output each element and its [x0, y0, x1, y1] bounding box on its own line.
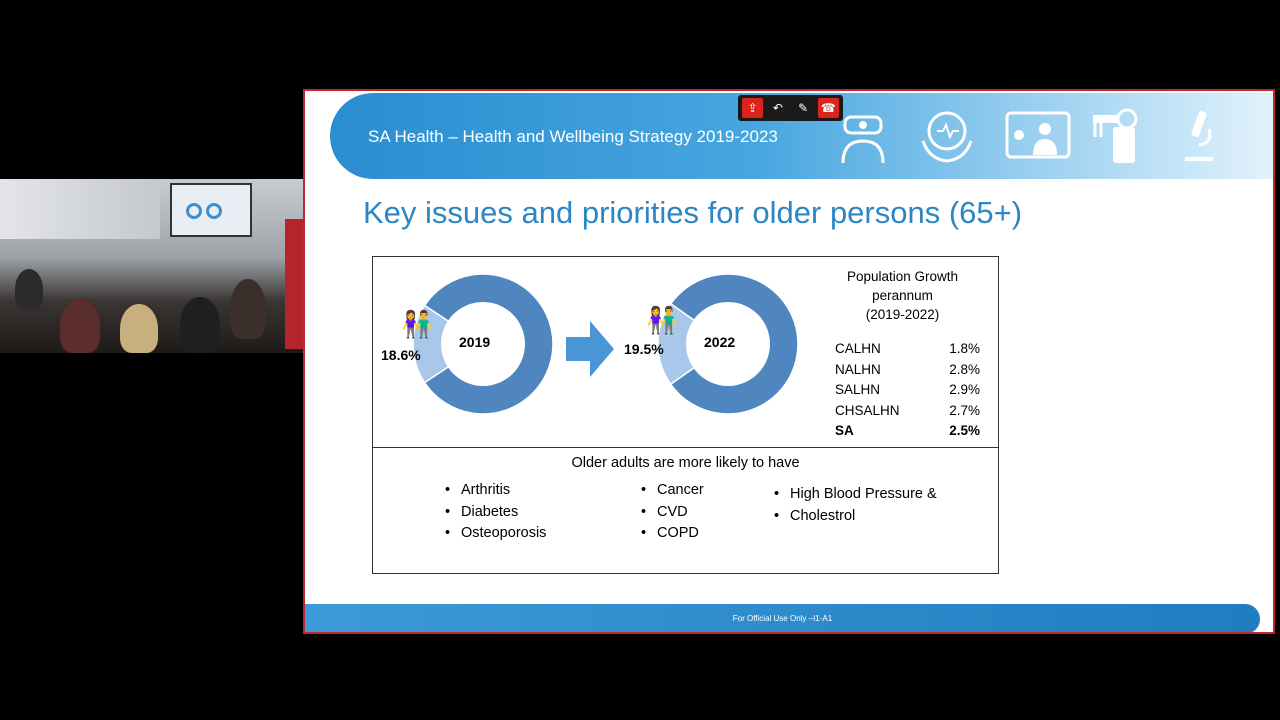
audience-member [15, 269, 43, 309]
meeting-toolbar: ⇪ ↶ ✎ ☎ [738, 95, 843, 121]
audience-member [230, 279, 266, 339]
growth-row: NALHN 2.8% [835, 362, 980, 383]
audience-member [180, 297, 220, 353]
heart-hands-icon [919, 107, 975, 165]
growth-title: Population Growth perannum (2019-2022) [835, 267, 970, 324]
conditions-panel: Older adults are more likely to have Art… [373, 448, 998, 573]
donut-chart-2019 [412, 273, 554, 415]
growth-title-line: perannum [872, 288, 933, 303]
audience-member [60, 299, 100, 353]
region-name: CALHN [835, 341, 881, 356]
elderly-couple-icon: 👫 [646, 305, 679, 335]
region-name: CHSALHN [835, 402, 900, 418]
red-wall-panel [285, 219, 303, 349]
growth-row: SALHN 2.9% [835, 382, 980, 403]
elderly-couple-icon: 👫 [401, 309, 434, 339]
growth-row: CALHN 1.8% [835, 341, 980, 362]
slide-footer: For Official Use Only –I1-A1 [305, 604, 1260, 632]
growth-value: 2.5% [949, 423, 980, 438]
growth-row: CHSALHN 2.7% [835, 403, 980, 424]
arrow-right-icon [566, 321, 614, 377]
screen-donut-icon [186, 203, 202, 219]
region-name: SALHN [835, 382, 881, 397]
audience-member [120, 304, 158, 353]
content-box: 2019 18.6% 👫 2022 19.5% 👫 Population Gro… [372, 256, 999, 574]
growth-table: CALHN 1.8% NALHN 2.8% SALHN 2.9% CHSALHN 2.7… [835, 341, 980, 444]
footer-text: For Official Use Only –I1-A1 [732, 614, 833, 623]
robot-arm-icon [1087, 107, 1143, 165]
screen-donut-icon [206, 203, 222, 219]
share-icon[interactable]: ⇪ [742, 98, 764, 118]
list-item: CVD [641, 502, 704, 524]
list-item: Osteoporosis [445, 523, 546, 545]
microscope-icon [1171, 107, 1227, 165]
telehealth-icon [1003, 107, 1071, 165]
list-item: Cancer [641, 480, 704, 502]
slide: SA Health – Health and Wellbeing Strateg… [303, 89, 1275, 634]
list-item: Diabetes [445, 502, 546, 524]
list-item: High Blood Pressure & [774, 484, 937, 506]
growth-row-total: SA 2.5% [835, 423, 980, 444]
donut-chart-2022 [657, 273, 799, 415]
undo-icon[interactable]: ↶ [772, 101, 783, 115]
conditions-intro: Older adults are more likely to have [571, 455, 800, 471]
banner-icons [835, 107, 1227, 167]
camera-feed [0, 179, 303, 353]
presentation-screen [170, 183, 252, 237]
region-name: NALHN [835, 361, 881, 377]
hang-up-icon[interactable]: ☎ [817, 98, 839, 118]
growth-value: 2.7% [949, 402, 980, 418]
room-wall [0, 179, 160, 239]
donut-slice-label: 19.5% [624, 341, 664, 357]
banner-title: SA Health – Health and Wellbeing Strateg… [368, 127, 778, 146]
list-item: COPD [641, 523, 704, 545]
growth-title-line: (2019-2022) [865, 307, 940, 322]
donut-year-label: 2022 [704, 334, 736, 350]
slide-heading: Key issues and priorities for older pers… [363, 195, 1023, 230]
donut-slice-label: 18.6% [381, 347, 421, 363]
list-item: Cholestrol [774, 506, 937, 528]
conditions-list: Cancer CVD COPD [641, 480, 704, 545]
growth-title-line: Population Growth [846, 269, 959, 284]
conditions-list: High Blood Pressure & Cholestrol [774, 484, 937, 527]
region-name: SA [835, 423, 854, 438]
population-panel: 2019 18.6% 👫 2022 19.5% 👫 Population Gro… [373, 257, 998, 448]
vr-doctor-icon [835, 107, 891, 165]
conditions-list: Arthritis Diabetes Osteoporosis [445, 480, 546, 545]
mute-icon[interactable]: ✎ [798, 101, 809, 115]
donut-year-label: 2019 [459, 334, 491, 350]
growth-value: 1.8% [949, 341, 980, 356]
growth-value: 2.9% [949, 382, 980, 397]
growth-value: 2.8% [949, 361, 980, 377]
list-item: Arthritis [445, 480, 546, 502]
